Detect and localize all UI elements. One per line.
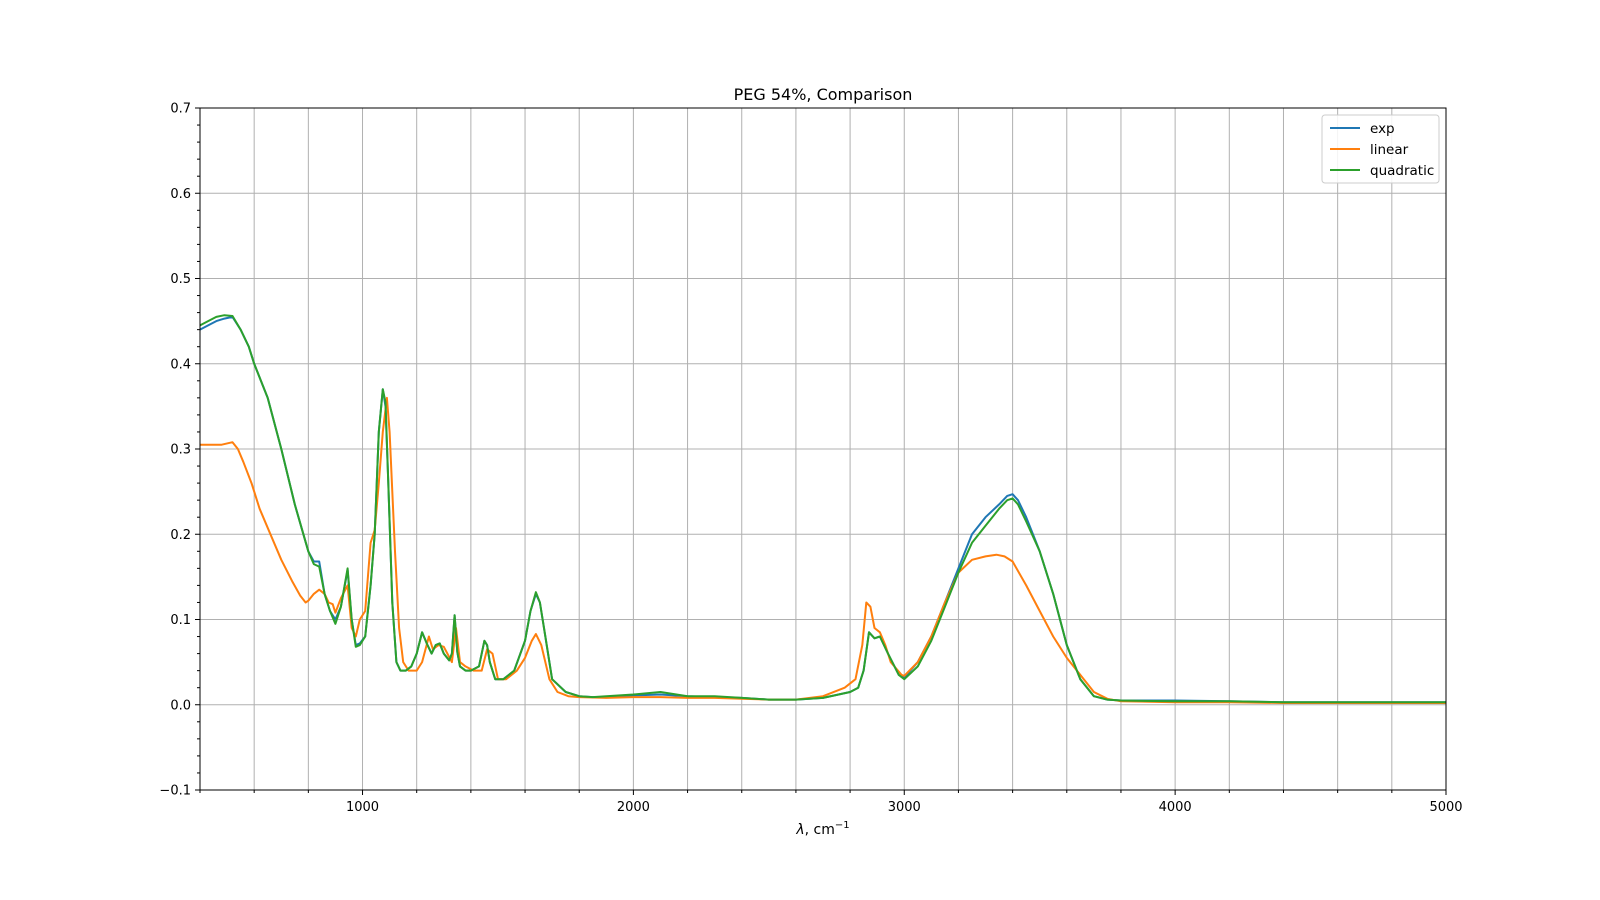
- x-tick-label: 2000: [617, 800, 650, 815]
- chart-title: PEG 54%, Comparison: [734, 85, 913, 104]
- x-tick-label: 5000: [1429, 800, 1462, 815]
- y-tick-label: 0.0: [170, 698, 191, 713]
- legend: exp linear quadratic: [1321, 114, 1440, 184]
- legend-label-linear: linear: [1370, 142, 1409, 158]
- x-tick-label: 4000: [1159, 800, 1192, 815]
- y-tick-label: 0.5: [170, 272, 191, 287]
- ticks: 1000 2000 3000 4000 5000 −0.1 0.0 0.1 0.2 0.3 0.4 0…: [159, 102, 1462, 816]
- series-layer: [200, 314, 1446, 704]
- y-tick-label: 0.4: [170, 357, 191, 372]
- legend-box: [1321, 114, 1440, 184]
- x-tick-label: 3000: [888, 800, 921, 815]
- legend-label-exp: exp: [1370, 121, 1395, 137]
- series-line-linear: [200, 396, 1446, 704]
- x-tick-label: 1000: [346, 800, 379, 815]
- y-tick-label: 0.1: [170, 613, 191, 628]
- y-tick-label: −0.1: [159, 784, 191, 799]
- x-axis-label: λ, cm−1: [795, 820, 849, 838]
- y-tick-label: 0.3: [170, 443, 191, 458]
- y-tick-label: 0.7: [170, 102, 191, 117]
- legend-label-quadratic: quadratic: [1370, 163, 1434, 179]
- x-axis-label-unit: , cm: [805, 822, 835, 838]
- x-axis-label-sup: −1: [835, 820, 850, 831]
- x-axis-label-symbol: λ: [795, 822, 804, 838]
- y-tick-label: 0.2: [170, 528, 191, 543]
- series-line-quadratic: [200, 314, 1446, 704]
- y-tick-label: 0.6: [170, 187, 191, 202]
- grid: [199, 108, 1446, 790]
